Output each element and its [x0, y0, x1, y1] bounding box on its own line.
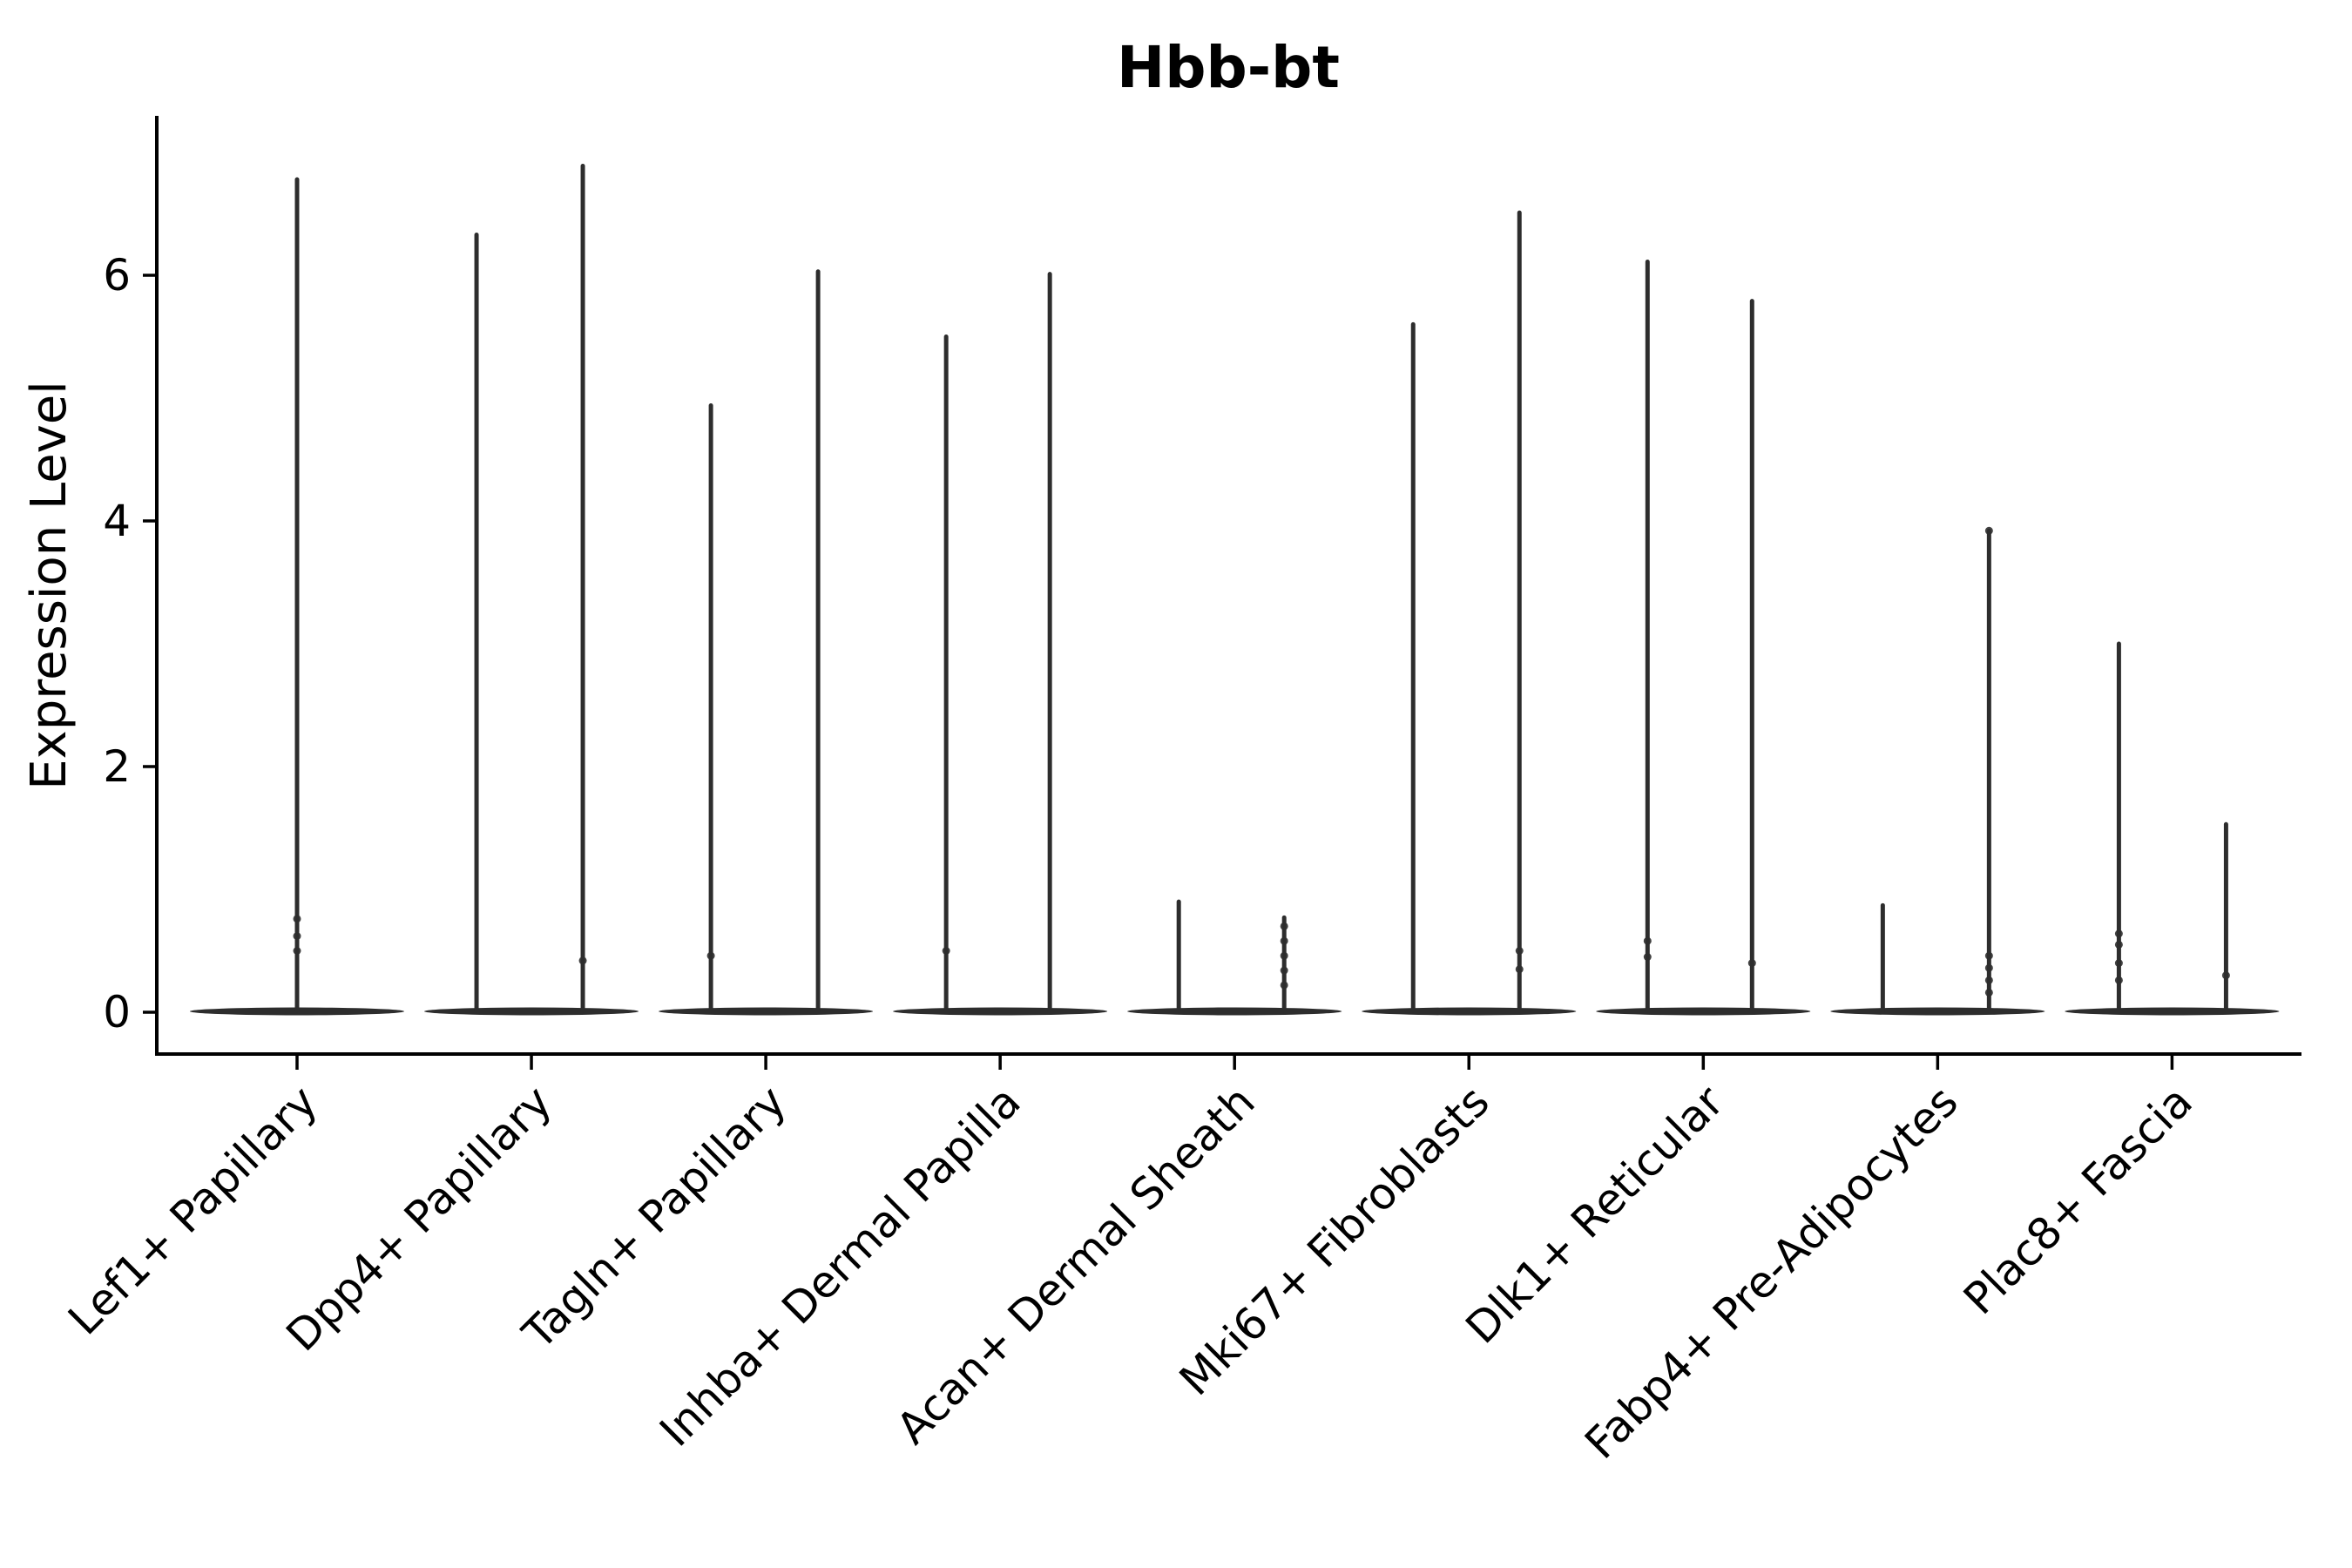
violin-base — [1830, 1007, 2045, 1016]
y-tick-label: 4 — [103, 496, 131, 546]
violin-jitter-dot — [1643, 953, 1652, 962]
violin-jitter-dot — [1280, 922, 1288, 930]
violin-jitter-dot — [1280, 951, 1288, 960]
violin-jitter-dot — [2114, 959, 2123, 968]
violin-base — [1127, 1007, 1342, 1016]
violin-jitter-dot — [1984, 976, 1993, 984]
chart-title: Hbb-bt — [1117, 34, 1340, 101]
violin-jitter-dot — [293, 947, 301, 955]
violin-jitter-dot — [1643, 936, 1652, 945]
violin-jitter-dot — [1280, 981, 1288, 990]
violin-base — [659, 1007, 874, 1016]
violin-jitter-dot — [2114, 940, 2123, 949]
x-category-label: Lef1+ Papillary — [58, 1076, 327, 1344]
violin-jitter-dot — [578, 956, 587, 965]
violin-jitter-dot — [293, 932, 301, 941]
y-axis-label: Expression Level — [21, 381, 78, 790]
violin-jitter-dot — [1984, 526, 1993, 535]
violin-base — [2065, 1007, 2280, 1016]
violin-base — [1596, 1007, 1811, 1016]
violin-jitter-dot — [1984, 963, 1993, 972]
violin-base — [893, 1007, 1108, 1016]
violin-base — [1362, 1007, 1577, 1016]
violin-jitter-dot — [293, 915, 301, 923]
y-tick-label: 0 — [103, 987, 131, 1037]
violin-jitter-dot — [1515, 947, 1524, 955]
y-tick-label: 2 — [103, 741, 131, 792]
violin-jitter-dot — [1515, 965, 1524, 974]
violin-jitter-dot — [2114, 976, 2123, 984]
y-tick-label: 6 — [103, 250, 131, 301]
violin-jitter-dot — [1280, 936, 1288, 945]
violin-jitter-dot — [2221, 971, 2230, 980]
violin-jitter-dot — [1984, 951, 1993, 960]
violin-jitter-dot — [706, 951, 715, 960]
violin-jitter-dot — [1280, 966, 1288, 975]
violin-jitter-dot — [2114, 929, 2123, 938]
x-category-label: Dlk1+ Reticular — [1456, 1076, 1734, 1353]
violin-jitter-dot — [1747, 959, 1756, 968]
violin-jitter-dot — [1984, 988, 1993, 997]
x-category-label: Plac8+ Fascia — [1954, 1076, 2202, 1324]
x-category-label: Fabp4+ Pre-Adipocytes — [1575, 1076, 1968, 1469]
violin-jitter-dot — [942, 947, 950, 955]
violin-base — [424, 1007, 639, 1016]
